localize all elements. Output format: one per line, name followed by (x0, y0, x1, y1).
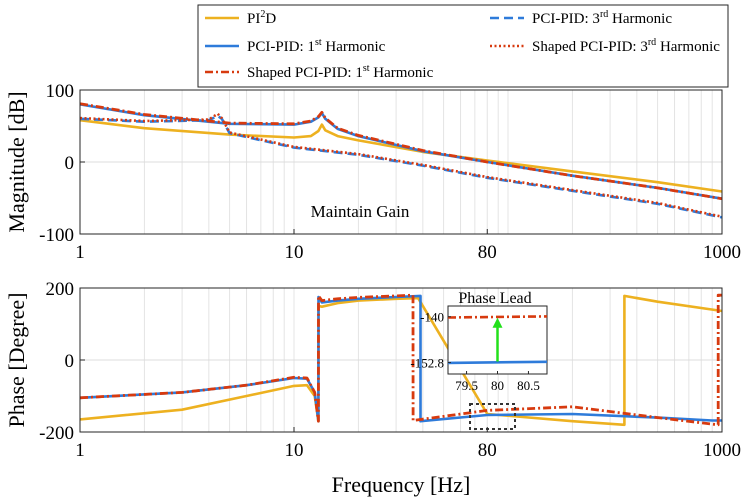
legend-box (197, 4, 729, 88)
inset-series-line-2 (447, 315, 548, 319)
x-tick-label: 80 (478, 440, 497, 461)
phase-series (79, 293, 723, 427)
x-tick-label: 1 (75, 242, 85, 263)
series-line-1 (79, 294, 723, 427)
inset-x-tick-label: 80 (491, 378, 504, 393)
legend-label-3: PCI-PID: 1st Harmonic (247, 37, 386, 55)
inset-x-tick-label: 79.5 (455, 378, 478, 393)
x-tick-label: 1 (75, 440, 85, 461)
series-line-1 (79, 118, 723, 193)
x-tick-label: 1000 (703, 440, 741, 461)
x-tick-label: 10 (285, 242, 304, 263)
magnitude-ylabel: Magnitude [dB] (4, 91, 29, 232)
inset-x-tick-label: 80.5 (517, 378, 540, 393)
inset-ticks: 79.5 80 80.5 -140 -152.8 (410, 310, 539, 393)
phase-lead-arrow-head (492, 317, 503, 328)
zoom-region-box (469, 403, 516, 430)
phase-ticks: 1 10 80 1000 200 0 -200 (39, 279, 741, 461)
x-tick-label: 10 (285, 440, 304, 461)
y-tick-label: 0 (65, 351, 75, 372)
y-tick-label: 200 (46, 279, 75, 300)
y-tick-label: -100 (39, 225, 74, 246)
inset-series-line-1 (447, 360, 548, 365)
y-tick-label: -200 (39, 423, 74, 444)
legend-label-1: PI2D (247, 9, 276, 27)
phase-panel: 1 10 80 1000 200 0 -200 Phase [Degree] Frequen… (4, 279, 741, 497)
y-tick-label: 0 (65, 153, 75, 174)
frequency-xlabel: Frequency [Hz] (332, 472, 471, 497)
series-line-3 (79, 293, 722, 427)
phase-ylabel: Phase [Degree] (4, 293, 29, 428)
legend-label-2: PCI-PID: 3rd Harmonic (532, 9, 672, 27)
series-line-4 (79, 102, 723, 201)
x-tick-label: 1000 (703, 242, 741, 263)
series-line-5 (79, 112, 723, 218)
legend-entries: PI2D PCI-PID: 3rd Harmonic PCI-PID: 1st Ha… (205, 9, 720, 81)
phase-lead-inset: Phase Lead 79.5 80 80.5 -140 -152.8 (410, 290, 548, 393)
legend: PI2D PCI-PID: 3rd Harmonic PCI-PID: 1st Ha… (197, 4, 729, 88)
x-tick-label: 80 (478, 242, 497, 263)
maintain-gain-annotation: Maintain Gain (311, 202, 410, 221)
inset-y-tick-label: -152.8 (410, 356, 444, 371)
legend-label-5: Shaped PCI-PID: 1st Harmonic (247, 63, 434, 81)
magnitude-series (79, 102, 723, 219)
inset-title: Phase Lead (458, 290, 531, 307)
legend-label-4: Shaped PCI-PID: 3rd Harmonic (532, 37, 720, 55)
y-tick-label: 100 (46, 81, 75, 102)
inset-y-tick-label: -140 (420, 310, 444, 325)
inset-series (447, 315, 548, 365)
